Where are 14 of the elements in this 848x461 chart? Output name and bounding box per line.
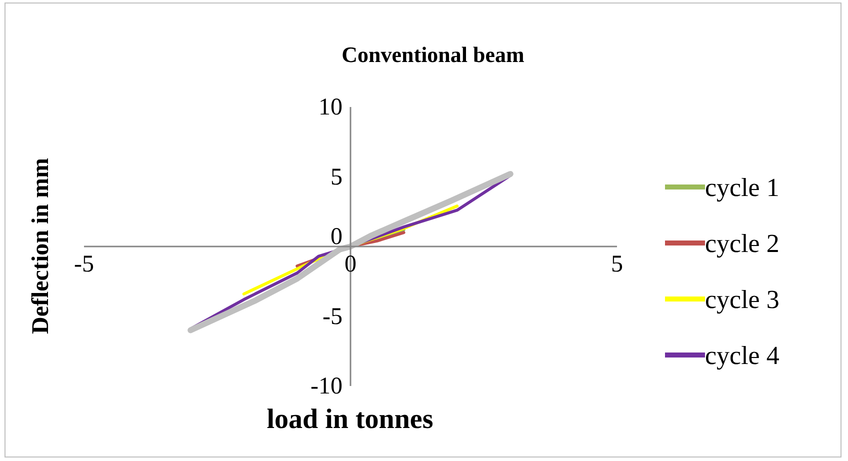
x-tick-label: 5 <box>611 252 623 278</box>
legend-label: cycle 2 <box>705 229 780 258</box>
y-tick-label: 0 <box>330 224 342 250</box>
x-tick-label: -5 <box>74 252 94 278</box>
legend-label: cycle 3 <box>705 285 780 314</box>
y-tick-label: 10 <box>318 94 342 121</box>
y-tick-label: 5 <box>330 164 342 190</box>
chart-title: Conventional beam <box>342 42 524 67</box>
x-axis-title: load in tonnes <box>266 404 434 435</box>
y-tick-label: -5 <box>322 304 342 330</box>
legend-label: cycle 1 <box>705 173 780 202</box>
legend-label: cycle 4 <box>705 341 780 370</box>
y-axis-title: Deflection in mm <box>28 158 54 334</box>
y-tick-label: -10 <box>310 374 342 400</box>
